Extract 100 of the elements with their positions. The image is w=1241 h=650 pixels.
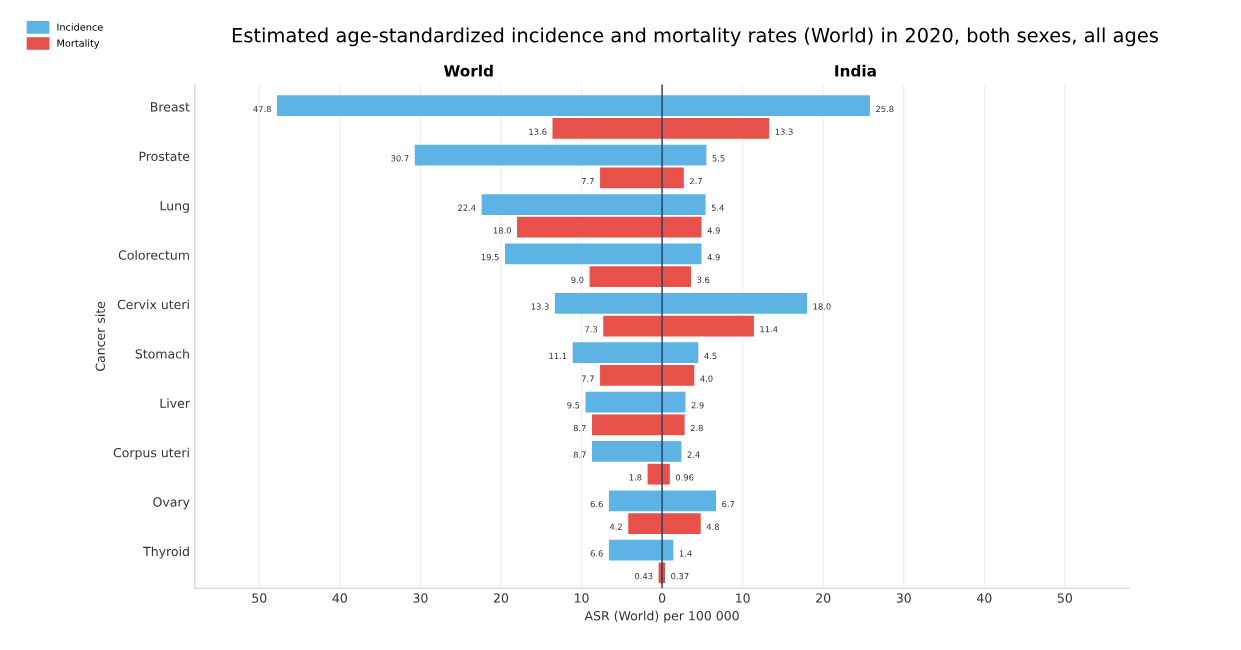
x-axis-title: ASR (World) per 100 000 xyxy=(584,610,739,623)
y-axis-title: Cancer site xyxy=(95,301,106,371)
bar xyxy=(662,315,754,337)
data-label: 22.4 xyxy=(458,204,476,211)
data-label: 6.6 xyxy=(590,550,603,557)
data-label: 4.5 xyxy=(704,352,717,360)
data-label: 3.6 xyxy=(697,276,710,283)
bar xyxy=(552,118,663,139)
y-tick-label: Breast xyxy=(151,102,190,112)
bar xyxy=(662,441,682,462)
data-label: 4.9 xyxy=(707,227,720,234)
bar xyxy=(662,194,706,215)
bar xyxy=(572,342,663,364)
bar xyxy=(628,513,663,534)
bar xyxy=(662,266,692,287)
data-label: 1.8 xyxy=(629,474,642,481)
data-label: 4.9 xyxy=(707,253,720,261)
data-label: 6.7 xyxy=(722,500,735,508)
bar xyxy=(603,315,663,337)
y-tick-label: Thyroid xyxy=(143,546,189,559)
y-tick-label: Corpus uteri xyxy=(113,447,189,460)
bar xyxy=(662,216,702,238)
x-tick-label: 50 xyxy=(1057,593,1072,603)
bar xyxy=(608,539,663,561)
data-label: 0.43 xyxy=(635,573,653,580)
x-tick-label: 0 xyxy=(658,593,666,603)
x-tick-label: 30 xyxy=(413,593,428,603)
x-tick-label: 10 xyxy=(574,593,589,603)
data-label: 0.37 xyxy=(671,573,689,580)
x-tick-label: 30 xyxy=(896,593,911,603)
x-tick-label: 20 xyxy=(493,593,509,603)
data-label: 9.0 xyxy=(571,276,584,283)
x-tick-label: 20 xyxy=(816,593,831,603)
text: India xyxy=(835,64,876,77)
bar xyxy=(600,167,663,189)
y-tick-label: Colorectum xyxy=(118,250,189,260)
data-label: 8.7 xyxy=(573,424,586,432)
bar xyxy=(662,292,808,314)
data-label: 2.8 xyxy=(690,424,703,432)
data-label: 13.3 xyxy=(775,128,793,135)
bar xyxy=(662,118,770,139)
data-label: 1.4 xyxy=(679,550,692,557)
text: World xyxy=(443,64,493,77)
data-label: 19.5 xyxy=(481,253,499,261)
data-label: 18.0 xyxy=(493,227,511,234)
data-label: 4.0 xyxy=(700,375,713,382)
bar xyxy=(600,365,663,386)
bar xyxy=(662,391,686,413)
x-tick-label: 40 xyxy=(976,593,992,603)
data-label: 8.7 xyxy=(573,451,586,458)
bar xyxy=(481,194,663,215)
bar xyxy=(662,95,870,117)
data-label: 6.6 xyxy=(590,500,603,508)
legend-label: Mortality xyxy=(57,39,100,49)
data-label: 5.4 xyxy=(711,204,724,211)
y-tick-label: Prostate xyxy=(139,151,190,162)
x-tick-label: 40 xyxy=(332,593,347,603)
y-tick-label: Lung xyxy=(160,201,189,213)
y-tick-label: Cervix uteri xyxy=(117,299,189,310)
bar xyxy=(662,539,674,561)
bar xyxy=(662,243,702,265)
y-tick-label: Stomach xyxy=(135,348,189,359)
data-label: 2.4 xyxy=(687,451,700,458)
bar xyxy=(585,391,663,413)
bar xyxy=(591,441,663,462)
bar xyxy=(662,414,685,436)
data-label: 4.2 xyxy=(609,523,622,530)
data-label: 25.8 xyxy=(876,105,894,113)
bar xyxy=(277,95,663,117)
bar xyxy=(662,167,684,189)
data-label: 13.6 xyxy=(529,128,547,135)
bar xyxy=(662,513,701,534)
data-label: 30.7 xyxy=(391,155,409,162)
data-label: 0.96 xyxy=(675,474,694,481)
y-tick-label: Ovary xyxy=(153,497,190,510)
legend-label: Incidence xyxy=(57,23,103,31)
x-tick-label: 50 xyxy=(252,593,267,603)
bar xyxy=(591,414,663,436)
bar xyxy=(554,292,663,314)
data-label: 9.5 xyxy=(567,402,580,409)
data-label: 11.1 xyxy=(549,352,567,359)
data-label: 18.0 xyxy=(813,303,831,310)
bar xyxy=(647,463,663,485)
data-label: 5.5 xyxy=(712,155,725,162)
data-label: 4.8 xyxy=(706,523,719,530)
data-label: 11.4 xyxy=(760,326,778,333)
bar xyxy=(517,216,663,238)
data-label: 47.8 xyxy=(253,105,271,113)
bar xyxy=(662,490,717,512)
data-label: 7.3 xyxy=(585,326,598,333)
bar xyxy=(608,490,663,512)
data-label: 2.7 xyxy=(689,177,702,185)
bar xyxy=(662,365,695,386)
data-label: 7.7 xyxy=(581,178,594,185)
bar xyxy=(662,144,707,166)
data-label: 7.7 xyxy=(581,375,594,382)
data-label: 2.9 xyxy=(691,402,704,409)
bar xyxy=(662,342,699,364)
x-tick-label: 10 xyxy=(736,593,750,603)
bar xyxy=(414,144,663,166)
